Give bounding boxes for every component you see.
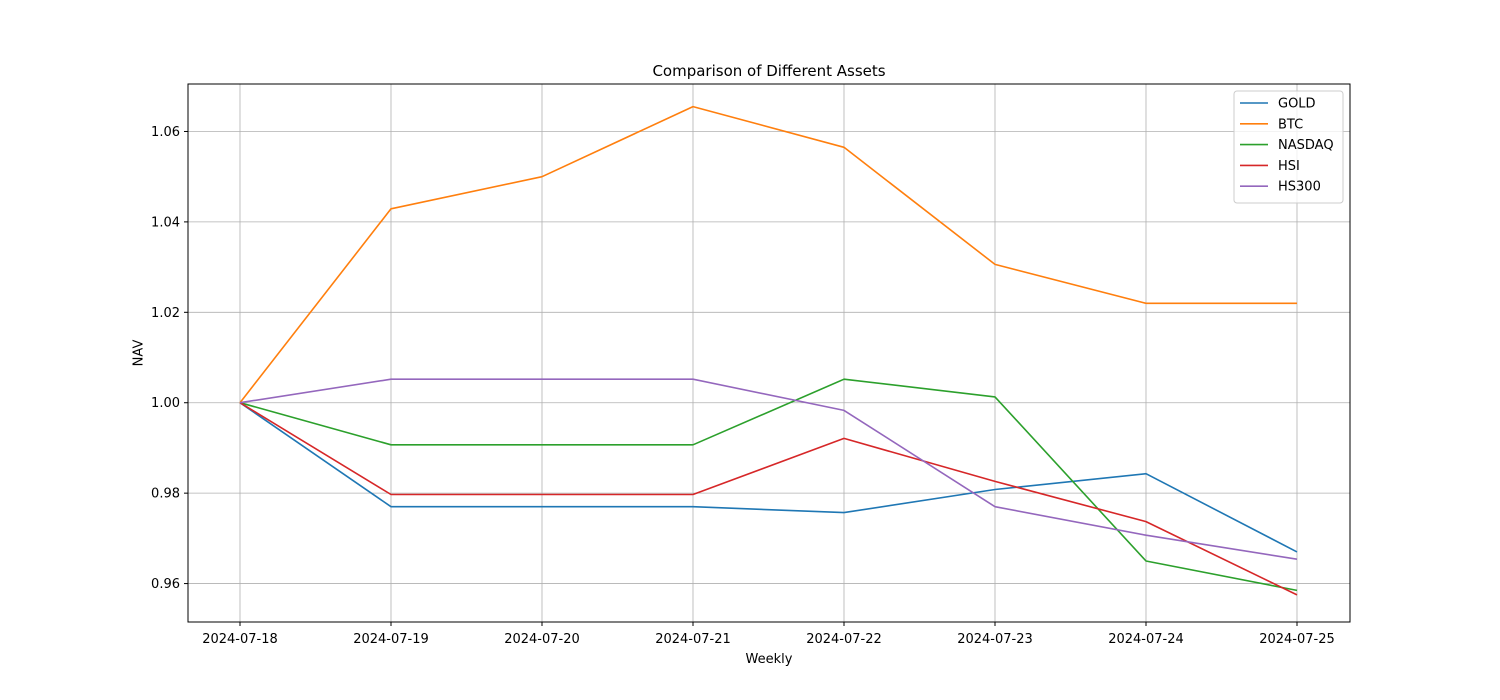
series-lines: [239, 105, 1298, 596]
x-tick-label: 2024-07-21: [655, 632, 731, 647]
series-line-hsi: [239, 402, 1298, 596]
legend-label-gold: GOLD: [1278, 97, 1316, 112]
x-tick-label: 2024-07-22: [806, 632, 882, 647]
x-tick-label: 2024-07-24: [1108, 632, 1184, 647]
y-tick-label: 1.06: [151, 125, 180, 140]
y-tick-label: 1.00: [151, 396, 180, 411]
y-tick-label: 1.04: [151, 215, 180, 230]
legend-label-btc: BTC: [1278, 117, 1303, 132]
x-tick-label: 2024-07-20: [504, 632, 580, 647]
series-line-gold: [239, 402, 1298, 553]
y-axis-ticks: 0.96 0.98 1.00 1.02 1.04 1.06: [151, 125, 188, 592]
y-tick-label: 0.96: [151, 577, 180, 592]
x-tick-label: 2024-07-18: [202, 632, 278, 647]
y-tick-label: 0.98: [151, 487, 180, 502]
x-tick-label: 2024-07-23: [957, 632, 1033, 647]
x-tick-label: 2024-07-19: [353, 632, 429, 647]
chart-title: Comparison of Different Assets: [652, 62, 885, 80]
legend-label-hsi: HSI: [1278, 159, 1300, 174]
y-tick-label: 1.02: [151, 306, 180, 321]
series-line-btc: [239, 105, 1297, 404]
x-axis-label: Weekly: [746, 652, 793, 667]
legend-label-hs300: HS300: [1278, 180, 1321, 195]
legend-label-nasdaq: NASDAQ: [1278, 138, 1334, 153]
legend: GOLD BTC NASDAQ HSI HS300: [1233, 90, 1344, 204]
x-axis-ticks: 2024-07-18 2024-07-19 2024-07-20 2024-07-21…: [202, 622, 1335, 647]
plot-frame: [187, 83, 1351, 623]
x-tick-label: 2024-07-25: [1259, 632, 1335, 647]
legend-box: [1233, 90, 1344, 204]
series-line-nasdaq: [239, 378, 1298, 592]
series-line-hs300: [239, 378, 1298, 560]
y-axis-label: NAV: [132, 340, 147, 367]
